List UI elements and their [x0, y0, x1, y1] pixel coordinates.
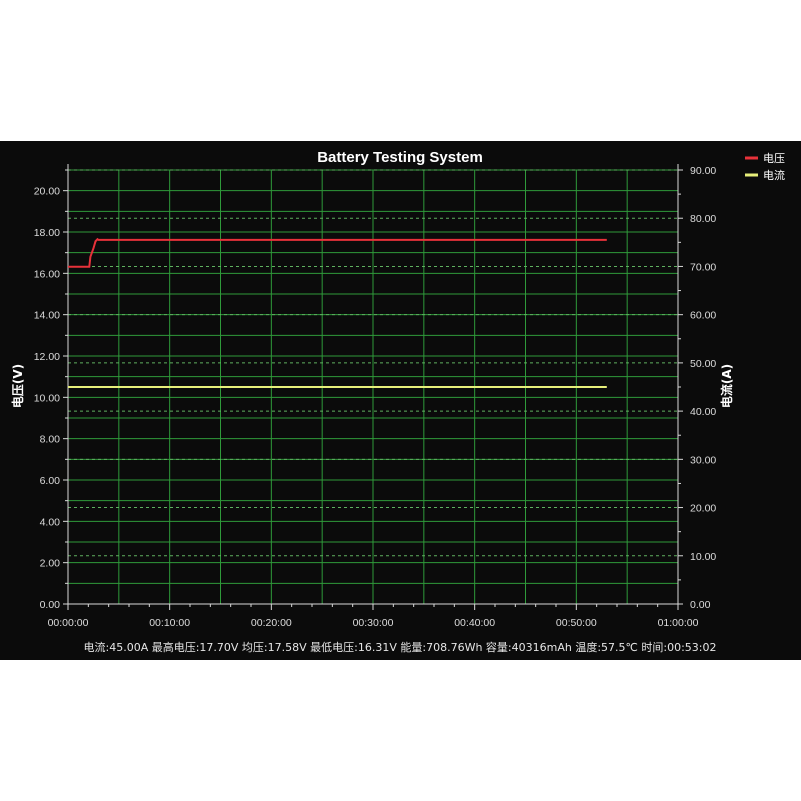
x-tick-label: 01:00:00 [658, 617, 699, 629]
chart-panel: Battery Testing System 0.00 2.00 4.00 6.00 8… [0, 141, 801, 660]
y-tick-label: 18.00 [34, 227, 60, 239]
y2-tick-label: 40.00 [690, 406, 716, 418]
y-tick-label: 2.00 [40, 558, 61, 570]
battery-chart: Battery Testing System 0.00 2.00 4.00 6.00 8… [10, 149, 785, 654]
y-tick-label: 6.00 [40, 475, 61, 487]
y2-tick-label: 50.00 [690, 358, 716, 370]
y2-tick-label: 0.00 [690, 599, 711, 611]
y2-tick-label: 20.00 [690, 503, 716, 515]
y2-tick-label: 10.00 [690, 551, 716, 563]
y-tick-label: 0.00 [40, 599, 61, 611]
x-tick-label: 00:10:00 [149, 617, 190, 629]
y-tick-label: 12.00 [34, 351, 60, 363]
x-tick-label: 00:30:00 [353, 617, 394, 629]
axes: 0.00 2.00 4.00 6.00 8.00 10.00 12.00 14.00 16.00… [34, 164, 716, 629]
x-tick-label: 00:20:00 [251, 617, 292, 629]
y-tick-label: 14.00 [34, 310, 60, 322]
y2-tick-label: 90.00 [690, 165, 716, 177]
y2-tick-label: 80.00 [690, 213, 716, 225]
chart-title: Battery Testing System [317, 149, 483, 166]
x-tick-label: 00:40:00 [454, 617, 495, 629]
y2-tick-label: 30.00 [690, 454, 716, 466]
y-tick-label: 10.00 [34, 392, 60, 404]
y-tick-label: 4.00 [40, 516, 61, 528]
x-tick-label: 00:50:00 [556, 617, 597, 629]
y2-tick-label: 70.00 [690, 261, 716, 273]
y-axis-label: 电压(V) [10, 364, 25, 408]
series-line-1 [68, 237, 607, 268]
y-tick-label: 8.00 [40, 434, 61, 446]
series [68, 237, 607, 388]
grid [68, 169, 678, 604]
x-tick-label: 00:00:00 [48, 617, 89, 629]
legend-label: 电压 [763, 152, 785, 165]
y-tick-label: 20.00 [34, 186, 60, 198]
status-footer: 电流:45.00A 最高电压:17.70V 均压:17.58V 最低电压:16.… [84, 640, 717, 654]
y2-axis-label: 电流(A) [719, 364, 734, 408]
y-tick-label: 16.00 [34, 268, 60, 280]
legend-label: 电流 [763, 168, 785, 182]
y2-tick-label: 60.00 [690, 310, 716, 322]
